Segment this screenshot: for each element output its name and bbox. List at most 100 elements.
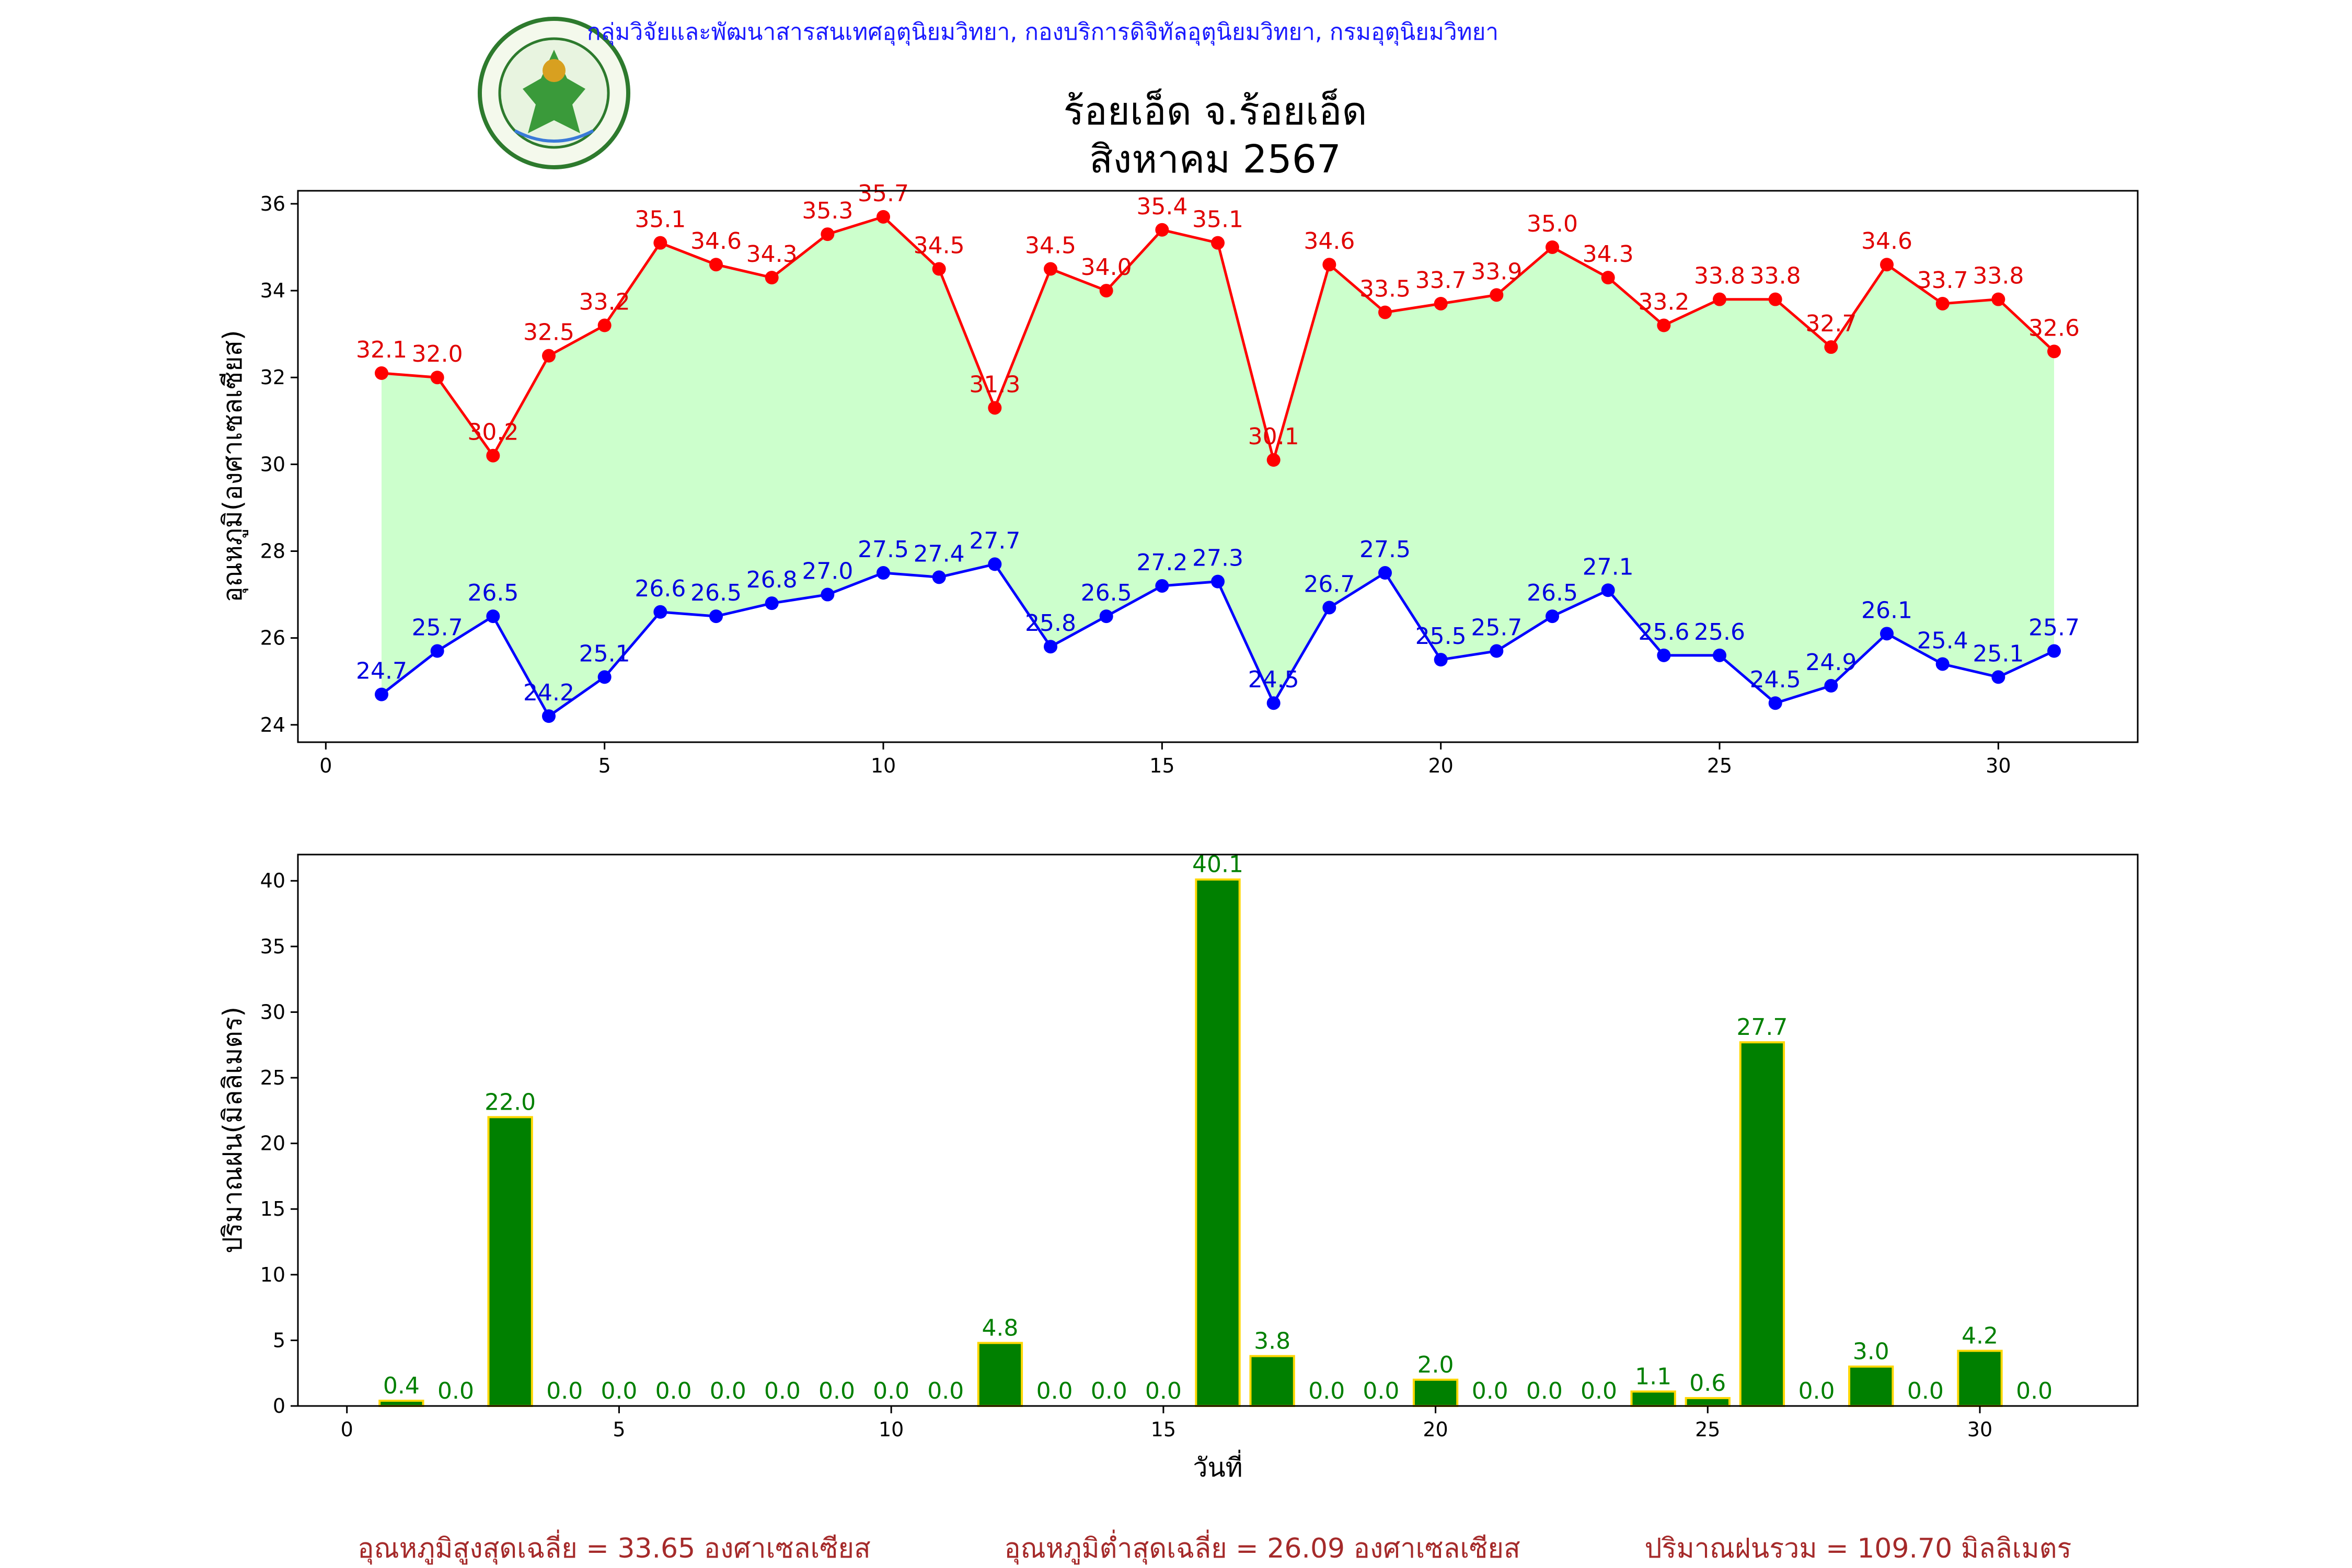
min-temperature-point <box>1601 583 1615 597</box>
min-temperature-point <box>1099 609 1113 624</box>
min-temperature-point <box>1991 670 2005 684</box>
rainfall-y-axis-label: ปริมาณฝน(มิลลิเมตร) <box>217 1007 248 1253</box>
rainfall-bar-label: 0.0 <box>710 1378 746 1404</box>
x-tick-label: 20 <box>1423 1418 1448 1441</box>
y-tick-label: 10 <box>260 1263 285 1286</box>
min-temperature-label: 27.3 <box>1192 545 1243 572</box>
min-temperature-label: 27.0 <box>802 558 853 585</box>
rainfall-bar <box>1249 1355 1295 1407</box>
min-temperature-point <box>1322 601 1336 615</box>
rainfall-bar-label: 0.0 <box>655 1378 692 1404</box>
x-tick-label: 15 <box>1151 1418 1176 1441</box>
max-temperature-point <box>653 236 667 250</box>
rainfall-bar-label: 0.0 <box>1526 1378 1563 1404</box>
max-temperature-label: 34.3 <box>746 241 798 268</box>
min-temperature-point <box>765 596 779 610</box>
min-temperature-point <box>1490 644 1504 658</box>
y-tick-label: 0 <box>273 1394 285 1417</box>
min-temperature-point <box>1935 657 1950 671</box>
y-tick-label: 36 <box>260 192 285 215</box>
rainfall-bar <box>1195 878 1241 1407</box>
x-tick-label: 10 <box>879 1418 904 1441</box>
max-temperature-label: 33.7 <box>1917 267 1968 294</box>
min-temperature-label: 25.1 <box>1973 640 2024 667</box>
max-temperature-point <box>1991 292 2005 306</box>
min-temperature-point <box>1434 653 1448 667</box>
y-tick-label: 24 <box>260 713 285 736</box>
min-temperature-label: 25.7 <box>1471 615 1522 641</box>
rainfall-chart: 0.4 0.0 22.0 0.0 0.0 0.0 0.0 0.0 0.0 0.0 0.0 4.8 0.0… <box>217 851 2139 1483</box>
max-temperature-point <box>1322 258 1336 272</box>
rainfall-bar-label: 1.1 <box>1635 1363 1671 1390</box>
max-temperature-point <box>1211 236 1225 250</box>
max-temperature-point <box>1768 292 1782 306</box>
max-temperature-point <box>486 448 500 463</box>
min-temperature-point <box>1768 696 1782 710</box>
rainfall-bar-label: 0.4 <box>383 1373 420 1399</box>
min-temperature-label: 25.1 <box>579 640 630 667</box>
min-temperature-point <box>1546 609 1559 624</box>
min-temperature-point <box>1657 648 1671 662</box>
max-temperature-point <box>2047 344 2061 359</box>
min-temperature-point <box>597 670 612 684</box>
x-tick-label: 10 <box>871 754 896 777</box>
min-temperature-label: 25.4 <box>1917 627 1968 654</box>
min-temperature-label: 25.7 <box>412 615 463 641</box>
rainfall-bar-label: 27.7 <box>1736 1014 1788 1041</box>
rainfall-bar-label: 0.0 <box>873 1378 909 1404</box>
max-temperature-point <box>709 258 723 272</box>
y-tick-label: 35 <box>260 935 285 958</box>
min-temperature-label: 26.1 <box>1861 597 1912 624</box>
max-temperature-label: 34.3 <box>1583 241 1634 268</box>
max-temperature-point <box>430 371 444 385</box>
rainfall-x-ticks: 0 5 10 15 20 25 30 <box>341 1406 1992 1441</box>
max-temperature-point <box>1546 240 1559 254</box>
temperature-points <box>375 210 2061 723</box>
max-temperature-point <box>375 366 388 380</box>
min-temperature-point <box>375 687 388 701</box>
max-temperature-point <box>1490 288 1504 302</box>
rainfall-bar <box>1412 1378 1459 1408</box>
rainfall-bar-label: 0.0 <box>1581 1378 1617 1404</box>
rainfall-bar-label: 40.1 <box>1192 851 1243 878</box>
min-temperature-point <box>932 570 946 584</box>
rainfall-bar <box>487 1116 533 1407</box>
rainfall-bar-label: 0.0 <box>1145 1378 1182 1404</box>
max-temperature-point <box>765 271 779 285</box>
min-temperature-label: 25.5 <box>1415 623 1467 650</box>
y-tick-label: 32 <box>260 366 285 389</box>
max-temperature-label: 32.6 <box>2028 315 2080 341</box>
min-temperature-point <box>1211 574 1225 589</box>
max-temperature-point <box>821 227 835 241</box>
max-temperature-point <box>1378 305 1392 319</box>
max-temperature-label: 34.6 <box>1861 228 1912 255</box>
x-tick-label: 20 <box>1428 754 1453 777</box>
rainfall-bar-label: 0.0 <box>1907 1378 1944 1404</box>
min-temperature-point <box>877 566 890 580</box>
max-temperature-point <box>1155 223 1169 237</box>
y-tick-label: 15 <box>260 1197 285 1220</box>
y-tick-label: 25 <box>260 1066 285 1089</box>
min-temperature-point <box>486 609 500 624</box>
max-temperature-label: 33.8 <box>1750 263 1801 290</box>
x-tick-label: 30 <box>1967 1418 1992 1441</box>
rainfall-bar-label: 0.0 <box>818 1378 855 1404</box>
max-temperature-point <box>1044 262 1057 276</box>
min-temperature-label: 26.5 <box>1081 580 1132 606</box>
x-tick-label: 15 <box>1149 754 1174 777</box>
rainfall-y-ticks: 0 5 10 15 20 25 30 35 40 <box>260 869 298 1417</box>
max-temperature-point <box>1434 296 1448 310</box>
max-temperature-label: 32.5 <box>523 319 574 346</box>
temperature-y-ticks: 24 26 28 30 32 34 36 <box>260 192 298 736</box>
min-temperature-label: 26.7 <box>1304 571 1355 597</box>
min-temperature-point <box>1824 679 1838 693</box>
max-temperature-label: 35.1 <box>635 206 686 233</box>
x-tick-label: 30 <box>1986 754 2011 777</box>
x-tick-label: 0 <box>341 1418 353 1441</box>
temperature-x-ticks: 0 5 10 15 20 25 30 <box>319 742 2011 777</box>
rainfall-bar-label: 3.0 <box>1853 1339 1889 1365</box>
rainfall-bar-label: 0.0 <box>546 1378 583 1404</box>
min-temperature-point <box>709 609 723 624</box>
x-tick-label: 5 <box>598 754 611 777</box>
